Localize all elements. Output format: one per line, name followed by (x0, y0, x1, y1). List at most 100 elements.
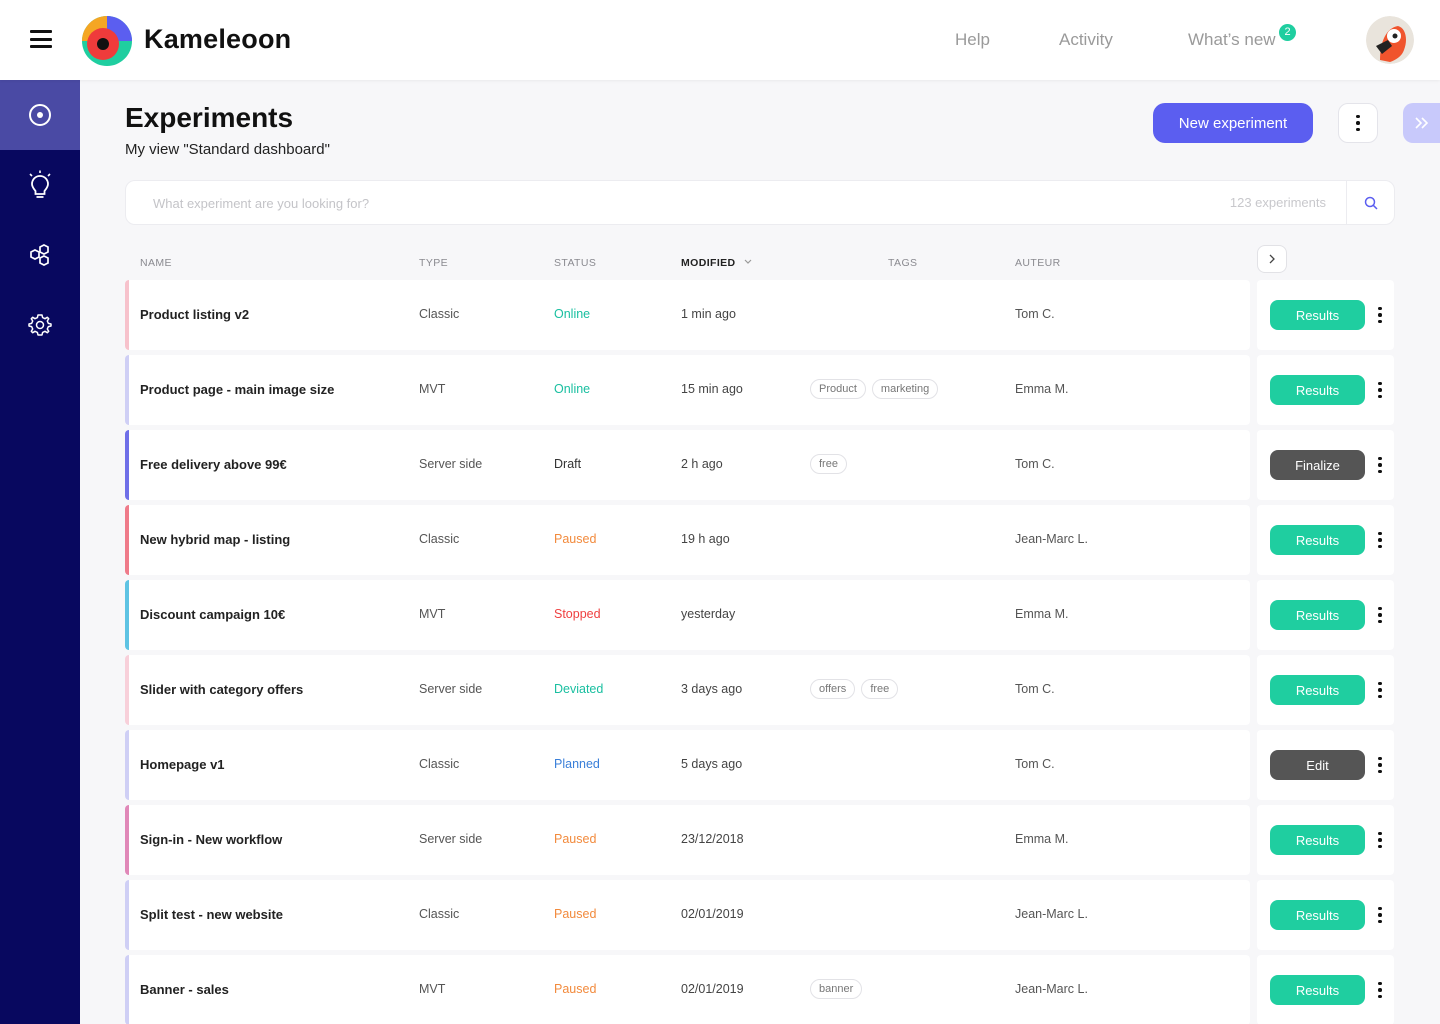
double-chevron-right-icon (1414, 117, 1428, 129)
tag-chip[interactable]: free (810, 454, 847, 474)
status-label: Paused (554, 832, 597, 846)
tag-chip[interactable]: offers (810, 679, 856, 699)
row-menu-button[interactable] (1372, 304, 1388, 326)
column-header-author[interactable]: AUTEUR (1015, 257, 1061, 269)
kameleoon-logo[interactable] (81, 15, 133, 67)
row-accent-bar (125, 355, 129, 425)
page-subtitle: My view "Standard dashboard" (125, 141, 330, 158)
row-menu-button[interactable] (1372, 979, 1388, 1001)
search-input[interactable] (153, 193, 1153, 213)
search-button[interactable] (1346, 181, 1394, 224)
column-header-tags[interactable]: TAGS (888, 257, 918, 269)
expand-panel-button[interactable] (1403, 103, 1440, 143)
row-actions: Finalize (1257, 430, 1394, 500)
kebab-icon (1378, 756, 1382, 774)
tag-list: banner (810, 979, 863, 999)
experiment-type: MVT (419, 982, 446, 996)
tag-chip[interactable]: free (861, 679, 899, 699)
row-menu-button[interactable] (1372, 379, 1388, 401)
tag-chip[interactable]: Product (810, 379, 866, 399)
row-menu-button[interactable] (1372, 829, 1388, 851)
results-button[interactable]: Results (1270, 375, 1365, 405)
row-menu-button[interactable] (1372, 529, 1388, 551)
column-header-type[interactable]: TYPE (419, 257, 449, 269)
nav-activity[interactable]: Activity (1059, 30, 1113, 49)
experiment-type: Classic (419, 532, 460, 546)
tag-chip[interactable]: marketing (871, 379, 939, 399)
row-menu-button[interactable] (1372, 904, 1388, 926)
results-button[interactable]: Results (1270, 300, 1365, 330)
chevron-down-icon (744, 259, 752, 264)
table-row[interactable]: Product listing v2 Classic Online 1 min ago… (125, 280, 1250, 350)
page-title: Experiments (125, 102, 294, 133)
status-label: Paused (554, 532, 597, 546)
modified-date: 15 min ago (681, 382, 743, 396)
sidebar-item-ideas[interactable] (0, 150, 80, 220)
column-header-name[interactable]: NAME (140, 257, 172, 269)
row-actions: Edit (1257, 730, 1394, 800)
author-name: Emma M. (1015, 607, 1069, 621)
modified-date: 23/12/2018 (681, 832, 744, 846)
results-button[interactable]: Results (1270, 675, 1365, 705)
column-header-status[interactable]: STATUS (554, 257, 597, 269)
status-label: Draft (554, 457, 582, 471)
column-header-modified[interactable]: MODIFIED (681, 257, 753, 269)
sidebar-item-integrations[interactable] (0, 220, 80, 290)
row-menu-button[interactable] (1372, 604, 1388, 626)
gear-icon (28, 314, 52, 336)
nav-help[interactable]: Help (955, 30, 990, 49)
author-name: Jean-Marc L. (1015, 907, 1088, 921)
brand-name: Kameleoon (144, 24, 292, 54)
modified-date: 02/01/2019 (681, 982, 744, 996)
row-actions: Results (1257, 355, 1394, 425)
kebab-icon (1378, 306, 1382, 324)
experiment-name: Free delivery above 99€ (140, 457, 287, 472)
table-row[interactable]: Banner - sales MVT Paused 02/01/2019 Jean-Ma… (125, 955, 1250, 1024)
columns-toggle-button[interactable] (1257, 245, 1287, 273)
experiment-name: Slider with category offers (140, 682, 304, 697)
author-name: Jean-Marc L. (1015, 982, 1088, 996)
experiment-name: Split test - new website (140, 907, 284, 922)
modified-date: 2 h ago (681, 457, 723, 471)
table-row[interactable]: Free delivery above 99€ Server side Draft 2… (125, 430, 1250, 500)
table-row[interactable]: Sign-in - New workflow Server side Paused 2… (125, 805, 1250, 875)
results-button[interactable]: Results (1270, 825, 1365, 855)
more-options-button[interactable] (1338, 103, 1378, 143)
results-button[interactable]: Results (1270, 600, 1365, 630)
results-button[interactable]: Results (1270, 900, 1365, 930)
tag-chip[interactable]: banner (810, 979, 863, 999)
table-row[interactable]: Split test - new website Classic Paused 02/… (125, 880, 1250, 950)
user-avatar[interactable] (1366, 16, 1414, 64)
table-row[interactable]: Product page - main image size MVT Online 1… (125, 355, 1250, 425)
author-name: Emma M. (1015, 382, 1069, 396)
row-menu-button[interactable] (1372, 754, 1388, 776)
row-menu-button[interactable] (1372, 679, 1388, 701)
results-button[interactable]: Results (1270, 525, 1365, 555)
results-button[interactable]: Results (1270, 975, 1365, 1005)
nav-whats-new[interactable]: What’s new (1188, 30, 1276, 49)
table-row[interactable]: New hybrid map - listing Classic Paused 19 … (125, 505, 1250, 575)
modified-date: 02/01/2019 (681, 907, 744, 921)
row-menu-button[interactable] (1372, 454, 1388, 476)
kebab-icon (1378, 381, 1382, 399)
row-actions: Results (1257, 880, 1394, 950)
row-actions: Results (1257, 805, 1394, 875)
status-label: Paused (554, 907, 597, 921)
kebab-icon (1378, 456, 1382, 474)
row-accent-bar (125, 730, 129, 800)
search-icon (1364, 196, 1378, 210)
kebab-icon (1378, 681, 1382, 699)
new-experiment-button[interactable]: New experiment (1153, 103, 1313, 143)
table-row[interactable]: Homepage v1 Classic Planned 5 days ago Tom C… (125, 730, 1250, 800)
row-actions: Results (1257, 955, 1394, 1024)
finalize-button[interactable]: Finalize (1270, 450, 1365, 480)
experiment-name: Homepage v1 (140, 757, 225, 772)
sidebar-item-settings[interactable] (0, 290, 80, 360)
menu-icon[interactable] (30, 30, 52, 48)
edit-button[interactable]: Edit (1270, 750, 1365, 780)
sidebar-item-experiments[interactable] (0, 80, 80, 150)
table-row[interactable]: Slider with category offers Server side De… (125, 655, 1250, 725)
experiment-name: Product listing v2 (140, 307, 250, 322)
experiment-type: MVT (419, 382, 446, 396)
table-row[interactable]: Discount campaign 10€ MVT Stopped yesterday… (125, 580, 1250, 650)
